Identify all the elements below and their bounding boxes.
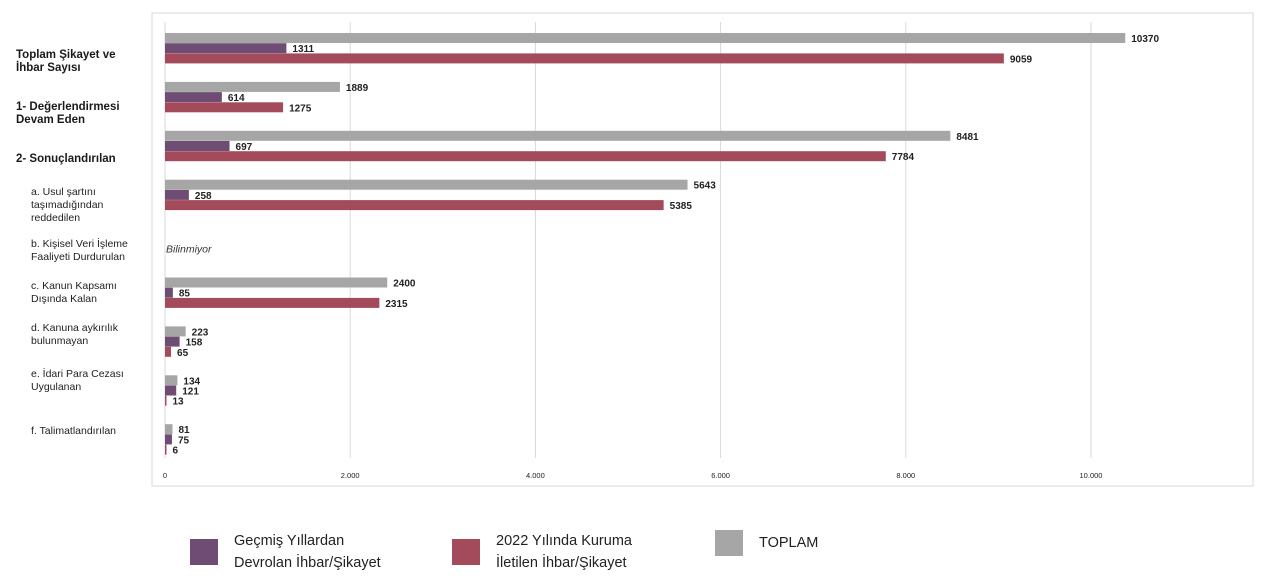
data-label: 9059 (1010, 54, 1033, 65)
bar (165, 102, 284, 113)
category-label: d. Kanuna aykırılık bulunmayan (31, 322, 118, 347)
data-label: 121 (182, 387, 199, 398)
data-label: 13 (173, 397, 185, 408)
data-label: 85 (179, 289, 191, 300)
bar (165, 434, 172, 445)
bar (165, 336, 180, 347)
bar (165, 395, 167, 406)
data-label: 75 (178, 435, 190, 446)
category-label: 2- Sonuçlandırılan (16, 153, 116, 165)
legend-item: TOPLAM (715, 530, 818, 556)
bar (165, 346, 172, 357)
bar (165, 375, 178, 386)
data-label: 7784 (892, 152, 915, 163)
bar (165, 287, 173, 298)
x-tick-label: 2.000 (341, 471, 360, 480)
missing-note: Bilinmiyor (166, 244, 212, 256)
data-label: 158 (186, 338, 203, 349)
x-tick-label: 8.000 (896, 471, 915, 480)
category-label: a. Usul şartını taşımadığından reddedile… (31, 186, 104, 224)
x-tick-label: 4.000 (526, 471, 545, 480)
category-label: e. İdari Para Cezası Uygulanan (31, 368, 124, 393)
bar (165, 297, 380, 308)
data-label: 65 (177, 348, 189, 359)
category-label: b. Kişisel Veri İşleme Faaliyeti Durduru… (31, 238, 128, 263)
legend-label: Geçmiş Yıllardan Devrolan İhbar/Şikayet (234, 533, 381, 571)
data-label: 5385 (670, 201, 693, 212)
legend-item: 2022 Yılında Kuruma İletilen İhbar/Şikay… (452, 530, 632, 574)
legend-swatch (190, 539, 218, 565)
category-label: c. Kanun Kapsamı Dışında Kalan (31, 280, 117, 305)
data-label: 10370 (1131, 34, 1159, 45)
data-label: 1889 (346, 83, 369, 94)
x-tick-label: 6.000 (711, 471, 730, 480)
bar (165, 385, 177, 396)
data-label: 258 (195, 191, 212, 202)
bar (165, 277, 388, 288)
bar (165, 92, 222, 103)
category-label: f. Talimatlandırılan (31, 425, 117, 437)
bar (165, 151, 886, 162)
data-label: 2400 (393, 279, 416, 290)
x-tick-label: 10.000 (1080, 471, 1103, 480)
data-label: 5643 (694, 181, 717, 192)
bar (165, 189, 189, 200)
data-label: 614 (228, 93, 245, 104)
bar (165, 53, 1004, 64)
bar (165, 200, 664, 211)
data-label: 8481 (956, 132, 979, 143)
category-label: 1- Değerlendirmesi Devam Eden (16, 101, 120, 126)
bar (165, 141, 230, 151)
bar (165, 33, 1126, 43)
legend-label: TOPLAM (759, 535, 819, 551)
category-label: Toplam Şikayet ve İhbar Sayısı (16, 49, 116, 74)
data-label: 697 (236, 142, 253, 153)
bar (165, 130, 951, 141)
legend-swatch (715, 530, 743, 556)
data-label: 134 (183, 376, 200, 387)
bar (165, 81, 340, 92)
legend-item: Geçmiş Yıllardan Devrolan İhbar/Şikayet (190, 530, 381, 574)
plot-frame (151, 12, 1254, 487)
bar (165, 326, 186, 337)
data-label: 223 (192, 327, 209, 338)
bar (165, 444, 167, 455)
legend-swatch (452, 539, 480, 565)
bar (165, 179, 688, 190)
data-label: 6 (173, 446, 179, 457)
data-label: 2315 (385, 299, 408, 310)
data-label: 1275 (289, 103, 312, 114)
bar (165, 43, 287, 54)
legend-label: 2022 Yılında Kuruma İletilen İhbar/Şikay… (496, 533, 632, 571)
data-label: 1311 (292, 44, 314, 55)
data-label: 81 (179, 425, 191, 436)
x-tick-label: 0 (163, 471, 167, 480)
bar (165, 424, 173, 435)
